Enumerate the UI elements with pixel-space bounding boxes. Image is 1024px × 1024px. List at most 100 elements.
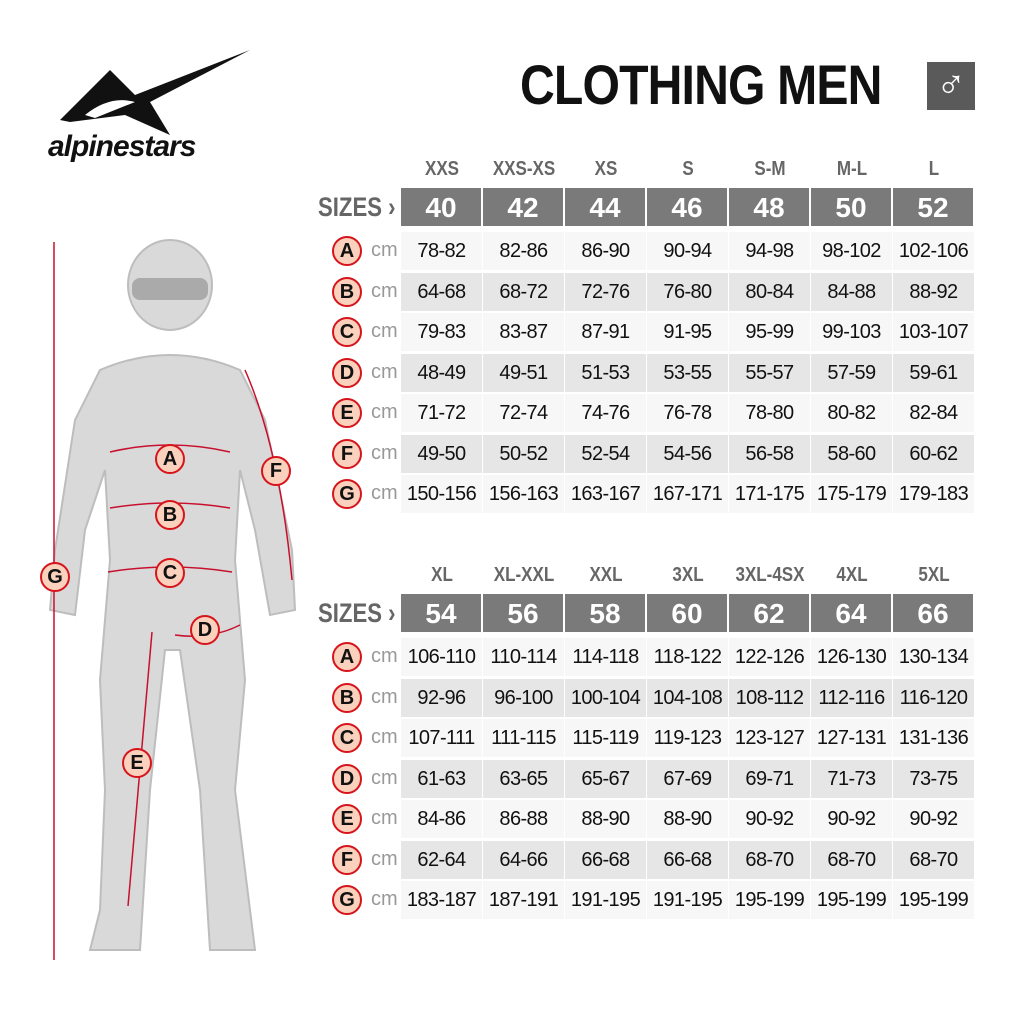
size-name: L [928, 158, 940, 180]
measure-cell: 82-86 [483, 232, 564, 270]
size-name: XXS [424, 158, 460, 180]
measure-cell: 183-187 [401, 881, 482, 919]
measure-letter-badge: E [332, 398, 362, 428]
measure-cell: 187-191 [483, 881, 564, 919]
measure-cell: 55-57 [729, 353, 810, 392]
measure-cell: 72-76 [565, 272, 646, 311]
measure-cell: 60-62 [893, 434, 974, 473]
measure-cell: 66-68 [647, 840, 728, 879]
measure-cell: 64-68 [401, 272, 482, 311]
measure-cell: 96-100 [483, 678, 564, 717]
measure-cell: 94-98 [729, 232, 810, 270]
measure-cell: 100-104 [565, 678, 646, 717]
measure-cell: 86-90 [565, 232, 646, 270]
unit-label: cm [371, 320, 398, 342]
size-number: 56 [483, 594, 563, 632]
sizes-label: SIZES › [318, 598, 396, 628]
measure-cell: 103-107 [893, 313, 974, 351]
unit-label: cm [371, 766, 398, 789]
measure-cell: 123-127 [729, 719, 810, 757]
measure-cell: 68-72 [483, 272, 564, 311]
measure-cell: 126-130 [811, 638, 892, 676]
measure-cell: 92-96 [401, 678, 482, 717]
marker-g: G [40, 562, 70, 592]
measure-cell: 191-195 [565, 881, 646, 919]
measure-cell: 79-83 [401, 313, 482, 351]
unit-label: cm [371, 401, 398, 423]
measure-cell: 78-80 [729, 394, 810, 432]
unit-label: cm [371, 888, 398, 910]
measure-cell: 112-116 [811, 678, 892, 717]
marker-f: F [261, 456, 291, 486]
measure-letter-badge: B [332, 682, 362, 713]
measure-letter-badge: C [332, 317, 362, 347]
measure-cell: 191-195 [647, 881, 728, 919]
measure-cell: 87-91 [565, 313, 646, 351]
measure-cell: 108-112 [729, 678, 810, 717]
size-name: 3XL-4SX [735, 564, 805, 586]
measure-cell: 90-92 [893, 800, 974, 838]
brand-name: alpinestars [48, 130, 196, 163]
measure-cell: 50-52 [483, 434, 564, 473]
measure-cell: 52-54 [565, 434, 646, 473]
measure-cell: 122-126 [729, 638, 810, 676]
unit-label: cm [371, 360, 398, 383]
marker-e: E [122, 748, 152, 778]
size-number: 60 [647, 594, 727, 632]
unit-label: cm [371, 726, 398, 748]
measure-letter-badge: D [332, 763, 362, 794]
size-name: S-M [754, 158, 786, 180]
unit-label: cm [371, 685, 398, 708]
measure-cell: 116-120 [893, 678, 974, 717]
measure-cell: 118-122 [647, 638, 728, 676]
measure-cell: 119-123 [647, 719, 728, 757]
size-number: 58 [565, 594, 645, 632]
measure-cell: 115-119 [565, 719, 646, 757]
measure-cell: 98-102 [811, 232, 892, 270]
measure-cell: 88-90 [565, 800, 646, 838]
measure-cell: 90-92 [729, 800, 810, 838]
unit-label: cm [371, 807, 398, 829]
measure-cell: 195-199 [729, 881, 810, 919]
measure-letter-badge: G [332, 885, 362, 915]
measure-cell: 51-53 [565, 353, 646, 392]
measure-letter-badge: C [332, 723, 362, 753]
measure-cell: 99-103 [811, 313, 892, 351]
measure-letter-badge: D [332, 357, 362, 388]
measure-letter-badge: F [332, 438, 362, 469]
size-name: S [682, 158, 694, 180]
body-measurement-figure: A B C D E F G [30, 230, 310, 970]
unit-label: cm [371, 279, 398, 302]
size-number: 54 [401, 594, 481, 632]
measure-cell: 64-66 [483, 840, 564, 879]
unit-label: cm [371, 645, 398, 667]
size-table-1: XXS XXS-XS XS S S-M M-L L SIZES › 40 42 44 46 48 50 52… [310, 158, 980, 518]
measure-cell: 68-70 [893, 840, 974, 879]
measure-letter-badge: B [332, 276, 362, 307]
unit-label: cm [371, 482, 398, 504]
size-name: XS [594, 158, 618, 180]
size-name: M-L [836, 158, 868, 180]
measure-letter-badge: E [332, 804, 362, 834]
measure-cell: 68-70 [729, 840, 810, 879]
measure-cell: 102-106 [893, 232, 974, 270]
size-name: 4XL [836, 564, 868, 586]
measure-cell: 130-134 [893, 638, 974, 676]
measure-cell: 54-56 [647, 434, 728, 473]
measure-cell: 67-69 [647, 759, 728, 798]
measure-cell: 80-82 [811, 394, 892, 432]
measure-cell: 48-49 [401, 353, 482, 392]
size-number: 50 [811, 188, 891, 226]
measure-cell: 131-136 [893, 719, 974, 757]
measure-cell: 72-74 [483, 394, 564, 432]
size-number: 52 [893, 188, 973, 226]
measure-cell: 71-73 [811, 759, 892, 798]
measure-cell: 74-76 [565, 394, 646, 432]
